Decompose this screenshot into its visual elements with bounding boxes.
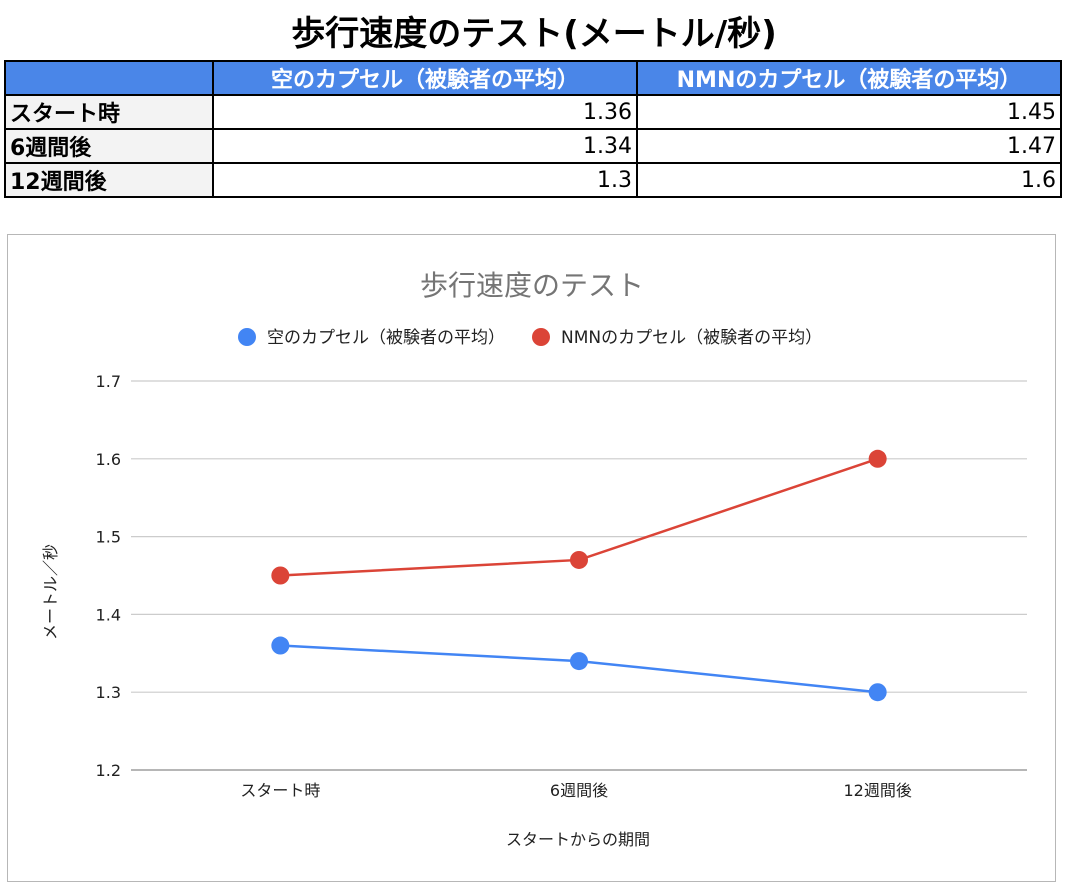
legend-marker-placebo — [238, 328, 256, 346]
nmn-value: 1.47 — [636, 128, 1062, 164]
table-corner-cell — [4, 60, 214, 96]
data-point-placebo — [570, 652, 588, 671]
x-axis-label: スタートからの期間 — [506, 830, 650, 849]
chart-title: 歩行速度のテスト — [420, 269, 644, 302]
placebo-value: 1.36 — [212, 94, 638, 130]
row-label: スタート時 — [4, 94, 214, 130]
y-tick-label: 1.2 — [96, 761, 121, 780]
y-tick-label: 1.7 — [96, 372, 121, 391]
y-tick-label: 1.4 — [96, 605, 121, 624]
data-point-nmn — [570, 550, 588, 569]
chart-frame: 歩行速度のテスト 空のカプセル（被験者の平均） NMNのカプセル（被験者の平均）… — [7, 234, 1056, 882]
x-tick-label: 6週間後 — [550, 781, 608, 800]
nmn-value: 1.45 — [636, 94, 1062, 130]
column-header-placebo: 空のカプセル（被験者の平均） — [212, 60, 638, 96]
data-table: 空のカプセル（被験者の平均） NMNのカプセル（被験者の平均） スタート時 1.… — [4, 60, 1062, 198]
y-tick-label: 1.3 — [96, 683, 121, 702]
data-point-placebo — [868, 683, 887, 702]
x-tick-label: 12週間後 — [843, 781, 911, 800]
y-tick-label: 1.6 — [96, 450, 121, 469]
x-axis-ticks: スタート時 6週間後 12週間後 — [240, 781, 912, 800]
data-point-nmn — [868, 449, 887, 468]
y-axis-label: メートル／秒 — [41, 544, 60, 640]
table-row: 12週間後 1.3 1.6 — [4, 162, 1062, 198]
table-row: 6週間後 1.34 1.47 — [4, 128, 1062, 164]
placebo-value: 1.34 — [212, 128, 638, 164]
gridlines — [131, 380, 1027, 771]
legend: 空のカプセル（被験者の平均） NMNのカプセル（被験者の平均） — [238, 328, 822, 348]
page-title: 歩行速度のテスト(メートル/秒) — [291, 14, 777, 54]
table-header-row: 空のカプセル（被験者の平均） NMNのカプセル（被験者の平均） — [4, 60, 1062, 96]
column-header-nmn: NMNのカプセル（被験者の平均） — [636, 60, 1062, 96]
data-point-placebo — [271, 636, 290, 655]
table-row: スタート時 1.36 1.45 — [4, 94, 1062, 130]
row-label: 12週間後 — [4, 162, 214, 198]
legend-label-nmn: NMNのカプセル（被験者の平均） — [561, 328, 822, 348]
line-chart: 歩行速度のテスト 空のカプセル（被験者の平均） NMNのカプセル（被験者の平均）… — [41, 269, 1027, 849]
series-points — [271, 449, 887, 702]
legend-marker-nmn — [532, 328, 550, 346]
row-label: 6週間後 — [4, 128, 214, 164]
data-point-nmn — [271, 566, 290, 585]
y-tick-label: 1.5 — [96, 528, 121, 547]
legend-label-placebo: 空のカプセル（被験者の平均） — [267, 328, 505, 348]
y-axis-ticks: 1.2 1.3 1.4 1.5 1.6 1.7 — [96, 372, 121, 780]
nmn-value: 1.6 — [636, 162, 1062, 198]
x-tick-label: スタート時 — [240, 781, 320, 800]
placebo-value: 1.3 — [212, 162, 638, 198]
